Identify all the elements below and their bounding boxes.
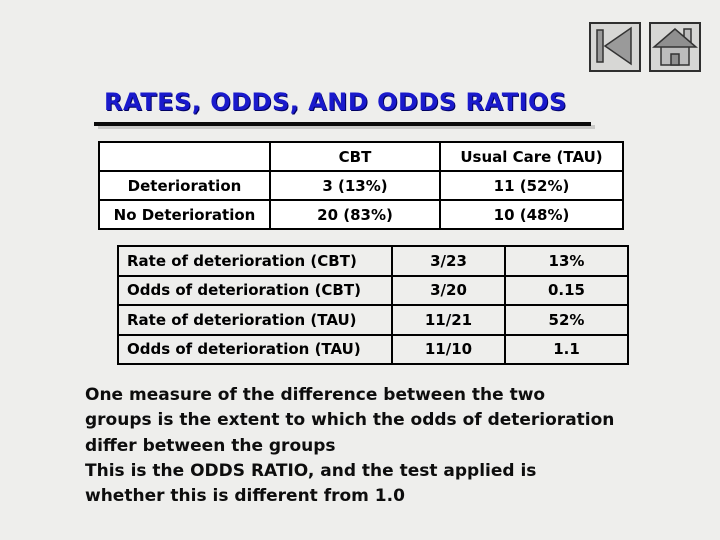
- counts-table: CBT Usual Care (TAU) Deterioration 3 (13…: [98, 141, 624, 230]
- table-cell: 10 (48%): [439, 199, 624, 230]
- body-text-line: whether this is different from 1.0: [85, 486, 405, 507]
- table-row: Deterioration 3 (13%) 11 (52%): [98, 170, 624, 201]
- back-button[interactable]: [589, 22, 641, 72]
- table-header-row: CBT Usual Care (TAU): [98, 141, 624, 172]
- table-cell: 11/10: [391, 333, 506, 365]
- table-cell: 3/20: [391, 274, 506, 306]
- row-label: Odds of deterioration (CBT): [117, 274, 393, 306]
- table-cell: 13%: [504, 245, 629, 277]
- table-cell: 20 (83%): [269, 199, 441, 230]
- column-header-tau: Usual Care (TAU): [439, 141, 624, 172]
- table-row: Rate of deterioration (TAU) 11/21 52%: [117, 304, 629, 336]
- skip-back-icon: [593, 26, 637, 68]
- body-text-line: differ between the groups: [85, 435, 336, 456]
- title-underline: [94, 122, 591, 126]
- body-text-line: This is the ODDS RATIO, and the test app…: [85, 460, 537, 481]
- row-label: Deterioration: [98, 170, 271, 201]
- row-label: Rate of deterioration (CBT): [117, 245, 393, 277]
- table-row: Rate of deterioration (CBT) 3/23 13%: [117, 245, 629, 277]
- table-cell: 0.15: [504, 274, 629, 306]
- home-icon: [652, 26, 698, 68]
- home-button[interactable]: [649, 22, 701, 72]
- column-header-cbt: CBT: [269, 141, 441, 172]
- table-row: No Deterioration 20 (83%) 10 (48%): [98, 199, 624, 230]
- body-text-line: One measure of the difference between th…: [85, 385, 546, 405]
- table-cell: 3 (13%): [269, 170, 441, 201]
- table-cell: 3/23: [391, 245, 506, 277]
- column-header-empty: [98, 141, 271, 172]
- body-text: One measure of the difference between th…: [85, 383, 685, 509]
- row-label: Odds of deterioration (TAU): [117, 333, 393, 365]
- page-title: RATES, ODDS, AND ODDS RATIOS: [104, 88, 567, 116]
- table-cell: 1.1: [504, 333, 629, 365]
- table-row: Odds of deterioration (TAU) 11/10 1.1: [117, 333, 629, 365]
- table-cell: 11/21: [391, 304, 506, 336]
- rates-odds-table: Rate of deterioration (CBT) 3/23 13% Odd…: [117, 245, 629, 365]
- row-label: Rate of deterioration (TAU): [117, 304, 393, 336]
- table-cell: 52%: [504, 304, 629, 336]
- table-row: Odds of deterioration (CBT) 3/20 0.15: [117, 274, 629, 306]
- table-cell: 11 (52%): [439, 170, 624, 201]
- row-label: No Deterioration: [98, 199, 271, 230]
- body-text-line: groups is the extent to which the odds o…: [85, 410, 615, 431]
